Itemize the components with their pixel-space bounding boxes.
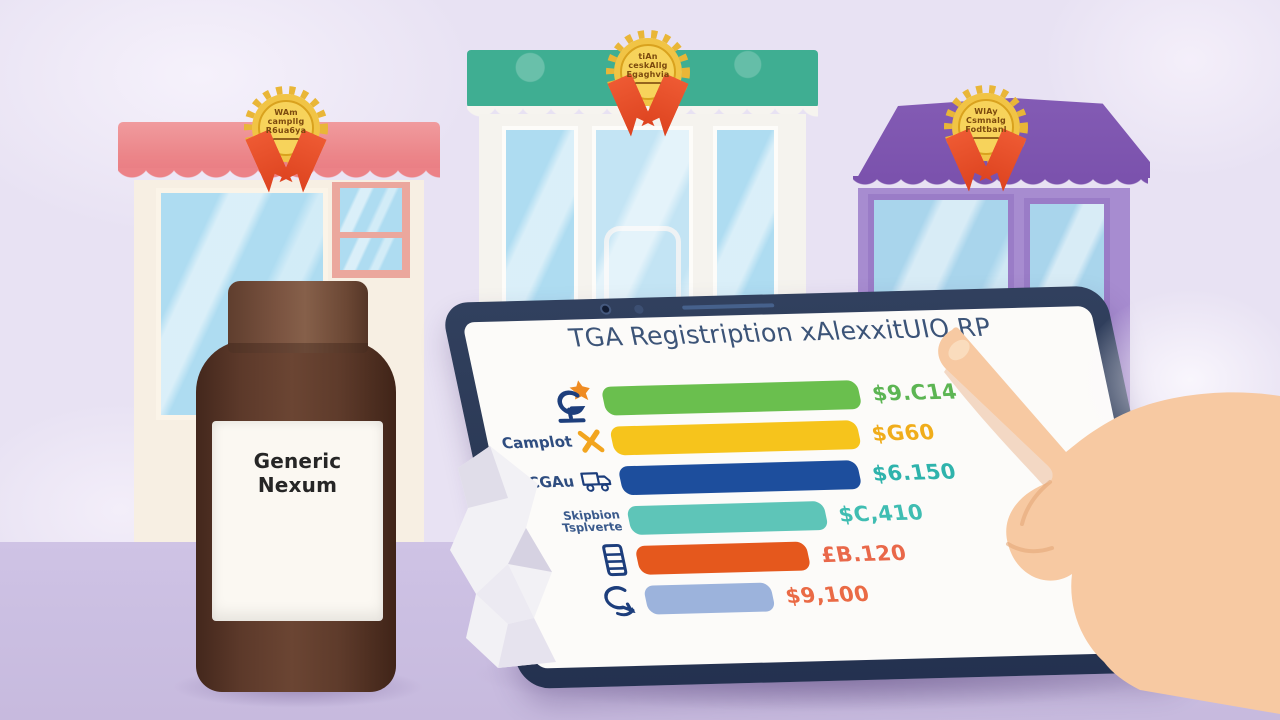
badge-squiggle [635, 82, 661, 84]
badge-squiggle [973, 137, 999, 139]
small-window [340, 238, 402, 270]
badge-text: tiAn ceskAllg Egaghvia [613, 52, 683, 84]
chart-row: moCGAu $6.150 [498, 447, 1122, 503]
tablet-screen: TGA Registription xAlexxitUIO RP $9.C14 [462, 305, 1164, 669]
window-column [332, 182, 410, 278]
chart-row: £B.120 [515, 527, 1139, 583]
bottle-label: Generic Nexum [212, 421, 383, 621]
award-badge: WlAy Csmnalg Fodtbanl [938, 83, 1034, 201]
badge-star-icon [557, 380, 590, 423]
tablet: TGA Registription xAlexxitUIO RP $9.C14 [440, 285, 1186, 689]
award-badge: WAm campllg R6ua6ya [238, 84, 334, 202]
chart-row: $9,100 [524, 567, 1148, 623]
small-window [340, 188, 402, 232]
bottle-label-text: Generic Nexum [253, 449, 342, 497]
award-badge: tiAn ceskAllg Egaghvia [600, 28, 696, 146]
x-mark-icon [577, 429, 605, 453]
chart-row: $9.C14 [481, 368, 1105, 424]
bottle-cap [228, 281, 368, 353]
chart-row: Camplot $G60 [490, 408, 1114, 464]
chat-refresh-icon [604, 586, 636, 617]
tablet-frame: TGA Registription xAlexxitUIO RP $9.C14 [440, 285, 1186, 689]
badge-text: WAm campllg R6ua6ya [251, 108, 321, 140]
crumpled-tissue [450, 446, 556, 668]
document-stack-icon [602, 543, 628, 577]
delivery-truck-icon [579, 472, 611, 492]
fingernail [948, 339, 970, 361]
badge-squiggle [273, 138, 299, 140]
chart: $9.C14 Camplot $G60 [481, 368, 1148, 623]
badge-text: WlAy Csmnalg Fodtbanl [951, 107, 1021, 139]
